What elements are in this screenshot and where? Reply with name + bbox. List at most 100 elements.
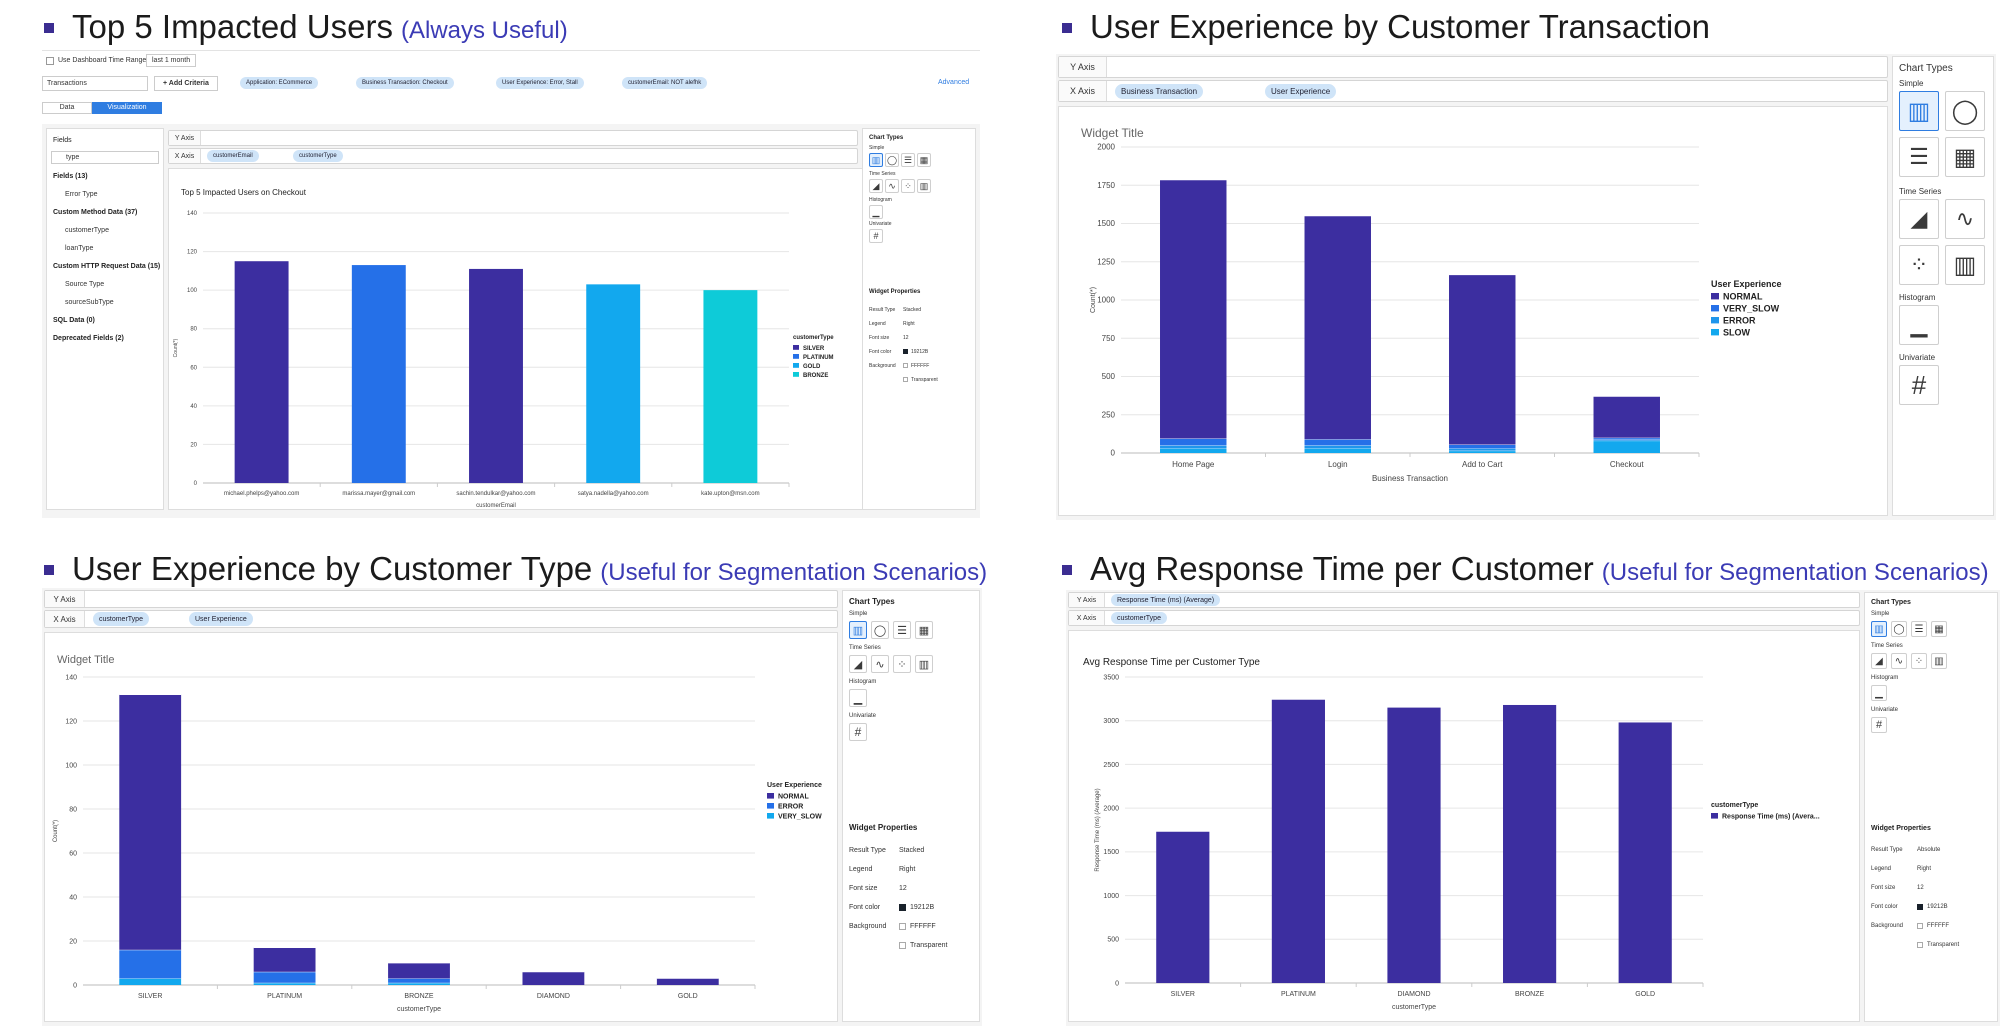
bar-chart-icon[interactable]: ▥: [1871, 621, 1887, 637]
prop-value[interactable]: 12: [903, 335, 909, 341]
filter-chip[interactable]: Business Transaction: Checkout: [356, 77, 454, 89]
x-axis-field[interactable]: X Axis customerEmail customerType: [168, 148, 858, 164]
hash-icon[interactable]: #: [1871, 717, 1887, 733]
list-icon[interactable]: ☰: [901, 153, 915, 167]
scatter-chart-icon[interactable]: ⁘: [901, 179, 915, 193]
histogram-icon[interactable]: ▁: [849, 689, 867, 707]
x-axis-field[interactable]: X Axis customerType User Experience: [44, 610, 838, 628]
treemap-icon[interactable]: ▦: [1931, 621, 1947, 637]
transparent-checkbox[interactable]: [899, 942, 906, 949]
x-axis-chip[interactable]: customerEmail: [207, 150, 259, 162]
filter-chip[interactable]: customerEmail: NOT alefhk: [622, 77, 708, 89]
column-chart-icon[interactable]: ▥: [1945, 245, 1985, 285]
field-item[interactable]: sourceSubType: [65, 299, 114, 306]
x-axis-chip[interactable]: User Experience: [1265, 84, 1337, 99]
list-icon[interactable]: ☰: [1899, 137, 1939, 177]
tab-data[interactable]: Data: [42, 102, 92, 114]
source-select[interactable]: Transactions: [42, 76, 148, 91]
prop-value[interactable]: Right: [899, 866, 916, 873]
prop-value[interactable]: 12: [1917, 885, 1924, 891]
treemap-icon[interactable]: ▦: [915, 621, 933, 639]
font-color-swatch[interactable]: [1917, 904, 1923, 910]
field-item[interactable]: Error Type: [65, 191, 98, 198]
prop-value[interactable]: FFFFFF: [910, 923, 936, 930]
donut-chart-icon[interactable]: ◯: [885, 153, 899, 167]
prop-value[interactable]: FFFFFF: [911, 363, 930, 369]
transparent-checkbox[interactable]: [903, 377, 908, 382]
histogram-icon[interactable]: ▁: [1871, 685, 1887, 701]
list-icon[interactable]: ☰: [1911, 621, 1927, 637]
bar-chart-icon[interactable]: ▥: [1899, 91, 1939, 131]
scatter-chart-icon[interactable]: ⁘: [893, 655, 911, 673]
x-axis-field[interactable]: X Axis Business Transaction User Experie…: [1058, 80, 1888, 102]
font-color-swatch[interactable]: [903, 349, 908, 354]
list-icon[interactable]: ☰: [893, 621, 911, 639]
area-chart-icon[interactable]: ◢: [1871, 653, 1887, 669]
hash-icon[interactable]: #: [849, 723, 867, 741]
tab-visualization[interactable]: Visualization: [92, 102, 162, 114]
filter-chip[interactable]: User Experience: Error, Stall: [496, 77, 584, 89]
hash-icon[interactable]: #: [1899, 365, 1939, 405]
x-axis-chip[interactable]: customerType: [93, 612, 149, 626]
area-chart-icon[interactable]: ◢: [1899, 199, 1939, 239]
y-axis-field[interactable]: Y Axis Response Time (ms) (Average): [1068, 592, 1860, 608]
use-dashboard-checkbox[interactable]: [46, 57, 54, 65]
prop-value[interactable]: 19212B: [911, 349, 929, 355]
x-axis-field[interactable]: X Axis customerType: [1068, 610, 1860, 626]
field-item[interactable]: loanType: [65, 245, 94, 252]
filter-chip[interactable]: Application: ECommerce: [240, 77, 319, 89]
scatter-chart-icon[interactable]: ⁘: [1899, 245, 1939, 285]
line-chart-icon[interactable]: ∿: [1945, 199, 1985, 239]
prop-value[interactable]: 12: [899, 885, 907, 892]
prop-value[interactable]: 19212B: [1927, 904, 1948, 910]
column-chart-icon[interactable]: ▥: [1931, 653, 1947, 669]
histogram-icon[interactable]: ▁: [869, 205, 883, 219]
x-axis-chip[interactable]: customerType: [1111, 612, 1167, 624]
add-criteria-button[interactable]: + Add Criteria: [154, 76, 218, 91]
fields-heading: Fields: [53, 137, 72, 144]
fields-search-input[interactable]: type: [51, 151, 159, 164]
prop-value[interactable]: FFFFFF: [1927, 923, 1949, 929]
background-swatch[interactable]: [1917, 923, 1923, 929]
line-chart-icon[interactable]: ∿: [871, 655, 889, 673]
area-chart-icon[interactable]: ◢: [849, 655, 867, 673]
y-axis-field[interactable]: Y Axis: [44, 590, 838, 608]
donut-chart-icon[interactable]: ◯: [871, 621, 889, 639]
y-axis-field[interactable]: Y Axis: [1058, 56, 1888, 78]
histogram-icon[interactable]: ▁: [1899, 305, 1939, 345]
donut-chart-icon[interactable]: ◯: [1945, 91, 1985, 131]
advanced-link[interactable]: Advanced: [938, 79, 970, 86]
background-swatch[interactable]: [903, 363, 908, 368]
prop-value[interactable]: Stacked: [899, 847, 925, 854]
line-chart-icon[interactable]: ∿: [1891, 653, 1907, 669]
area-chart-icon[interactable]: ◢: [869, 179, 883, 193]
donut-chart-icon[interactable]: ◯: [1891, 621, 1907, 637]
y-axis-field[interactable]: Y Axis: [168, 130, 858, 146]
time-range-select[interactable]: last 1 month: [146, 54, 197, 67]
x-axis-chip[interactable]: User Experience: [189, 612, 253, 626]
treemap-icon[interactable]: ▦: [917, 153, 931, 167]
prop-value[interactable]: Stacked: [903, 307, 922, 313]
field-item[interactable]: Source Type: [65, 281, 105, 288]
scatter-chart-icon[interactable]: ⁘: [1911, 653, 1927, 669]
prop-value[interactable]: Right: [1917, 866, 1932, 872]
bar-chart-icon[interactable]: ▥: [869, 153, 883, 167]
hash-icon[interactable]: #: [869, 229, 883, 243]
background-swatch[interactable]: [899, 923, 906, 930]
treemap-icon[interactable]: ▦: [1945, 137, 1985, 177]
bar-segment: [1593, 437, 1660, 440]
font-color-swatch[interactable]: [899, 904, 906, 911]
column-chart-icon[interactable]: ▥: [915, 655, 933, 673]
y-axis-chip[interactable]: Response Time (ms) (Average): [1111, 594, 1221, 606]
column-chart-icon[interactable]: ▥: [917, 179, 931, 193]
prop-value[interactable]: Right: [903, 321, 915, 327]
x-axis-chip[interactable]: Business Transaction: [1115, 84, 1204, 99]
prop-value[interactable]: Absolute: [1917, 847, 1941, 853]
field-item[interactable]: customerType: [65, 227, 109, 234]
histogram-label: Histogram: [869, 197, 892, 203]
bar-chart-icon[interactable]: ▥: [849, 621, 867, 639]
transparent-checkbox[interactable]: [1917, 942, 1923, 948]
prop-value[interactable]: 19212B: [910, 904, 935, 911]
line-chart-icon[interactable]: ∿: [885, 179, 899, 193]
x-axis-chip[interactable]: customerType: [293, 150, 343, 162]
